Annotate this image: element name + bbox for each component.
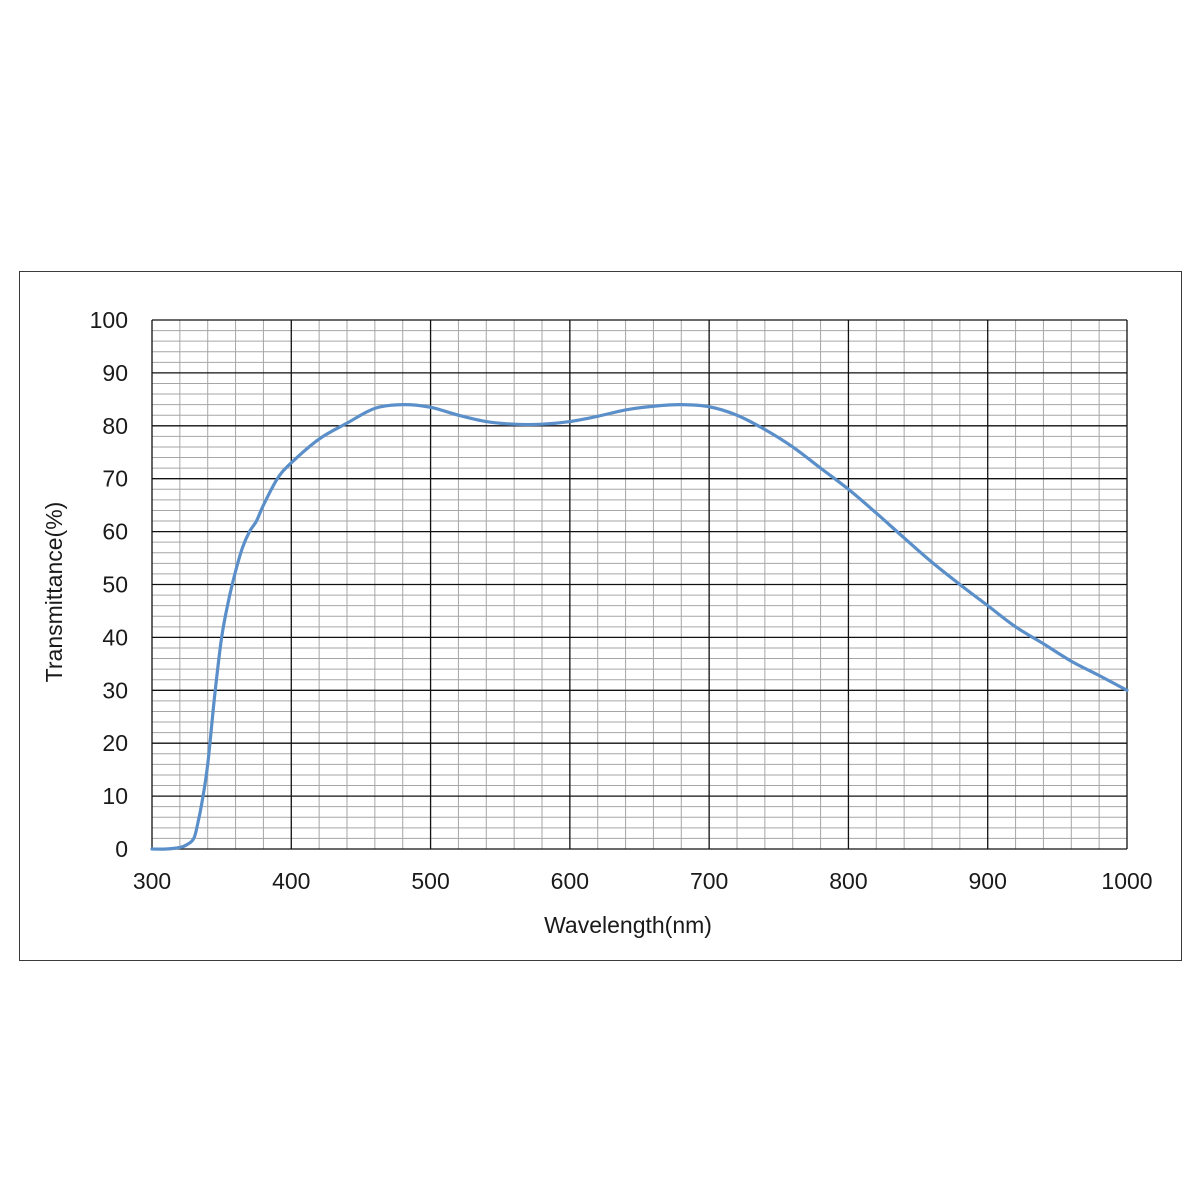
x-tick-label: 800 <box>829 868 867 894</box>
y-tick-labels: 0 10 20 30 40 50 60 70 80 90 100 <box>90 307 128 862</box>
series-group <box>150 403 1129 851</box>
x-tick-label: 500 <box>411 868 449 894</box>
x-tick-label: 400 <box>272 868 310 894</box>
y-tick-label: 90 <box>102 360 128 386</box>
series-line-0 <box>150 403 1129 851</box>
x-tick-label: 600 <box>551 868 589 894</box>
y-axis-title: Transmittance(%) <box>41 502 67 683</box>
x-tick-label: 700 <box>690 868 728 894</box>
x-tick-label: 300 <box>133 868 171 894</box>
major-grid <box>151 319 1128 850</box>
y-tick-label: 30 <box>102 677 128 703</box>
x-axis-title: Wavelength(nm) <box>544 912 712 938</box>
y-tick-label: 70 <box>102 466 128 492</box>
y-tick-label: 100 <box>90 307 128 333</box>
x-tick-label: 1000 <box>1101 868 1152 894</box>
y-tick-label: 50 <box>102 572 128 598</box>
y-tick-label: 80 <box>102 413 128 439</box>
y-tick-label: 60 <box>102 519 128 545</box>
y-tick-label: 10 <box>102 783 128 809</box>
y-tick-label: 0 <box>115 836 128 862</box>
y-tick-label: 40 <box>102 624 128 650</box>
y-tick-label: 20 <box>102 730 128 756</box>
x-tick-labels: 300 400 500 600 700 800 900 1000 <box>133 868 1153 894</box>
x-tick-label: 900 <box>969 868 1007 894</box>
